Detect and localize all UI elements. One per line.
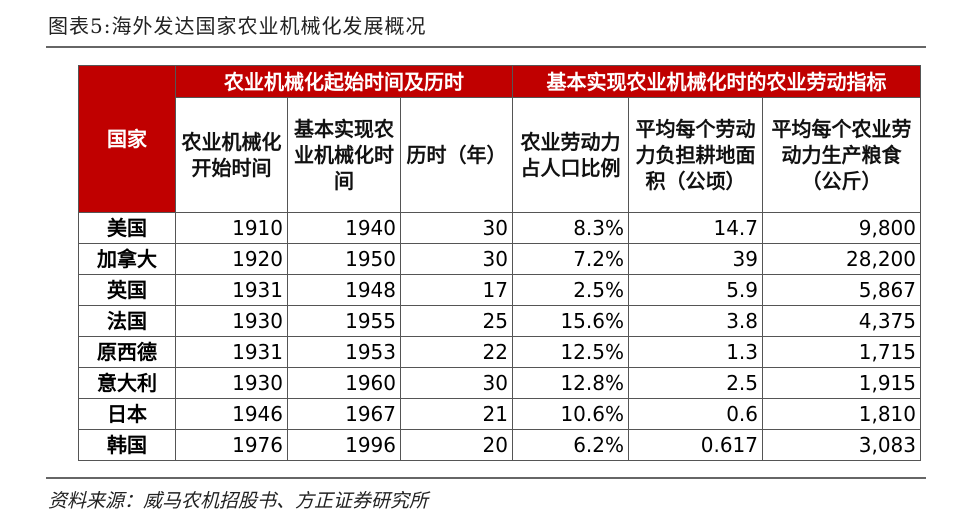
table-row: 美国 1910 1940 30 8.3% 14.7 9,800: [78, 212, 921, 244]
value-cell: 15.6%: [512, 305, 629, 337]
value-cell: 4,375: [762, 305, 921, 337]
value-cell: 1946: [175, 398, 288, 430]
table-row: 法国 1930 1955 25 15.6% 3.8 4,375: [78, 305, 921, 337]
value-cell: 8.3%: [512, 212, 629, 244]
country-cell: 美国: [78, 212, 176, 244]
value-cell: 30: [400, 367, 513, 399]
group-header: 农业机械化起始时间及历时: [175, 65, 513, 98]
country-cell: 英国: [78, 274, 176, 306]
value-cell: 9,800: [762, 212, 921, 244]
value-cell: 5,867: [762, 274, 921, 306]
country-cell: 加拿大: [78, 243, 176, 275]
value-cell: 1955: [287, 305, 401, 337]
corner-header: 国家: [78, 65, 176, 213]
value-cell: 1930: [175, 367, 288, 399]
value-cell: 5.9: [628, 274, 763, 306]
source-note: 资料来源：威马农机招股书、方正证券研究所: [48, 490, 429, 512]
column-header: 历时（年）: [400, 97, 513, 213]
value-cell: 2.5%: [512, 274, 629, 306]
value-cell: 7.2%: [512, 243, 629, 275]
rule: [46, 477, 926, 479]
value-cell: 20: [400, 429, 513, 461]
value-cell: 1960: [287, 367, 401, 399]
table-row: 韩国 1976 1996 20 6.2% 0.617 3,083: [78, 429, 921, 461]
value-cell: 2.5: [628, 367, 763, 399]
table-row: 英国 1931 1948 17 2.5% 5.9 5,867: [78, 274, 921, 306]
value-cell: 21: [400, 398, 513, 430]
value-cell: 28,200: [762, 243, 921, 275]
value-cell: 1931: [175, 336, 288, 368]
group-header: 基本实现农业机械化时的农业劳动指标: [512, 65, 921, 98]
value-cell: 3.8: [628, 305, 763, 337]
value-cell: 3,083: [762, 429, 921, 461]
table-row: 日本 1946 1967 21 10.6% 0.6 1,810: [78, 398, 921, 430]
value-cell: 1930: [175, 305, 288, 337]
value-cell: 6.2%: [512, 429, 629, 461]
column-header: 基本实现农业机械化时间: [287, 97, 401, 213]
value-cell: 1950: [287, 243, 401, 275]
value-cell: 14.7: [628, 212, 763, 244]
country-cell: 意大利: [78, 367, 176, 399]
value-cell: 1953: [287, 336, 401, 368]
table-row: 加拿大 1920 1950 30 7.2% 39 28,200: [78, 243, 921, 275]
value-cell: 0.6: [628, 398, 763, 430]
value-cell: 1,810: [762, 398, 921, 430]
country-cell: 原西德: [78, 336, 176, 368]
country-cell: 法国: [78, 305, 176, 337]
value-cell: 1996: [287, 429, 401, 461]
value-cell: 10.6%: [512, 398, 629, 430]
rule: [46, 46, 926, 48]
value-cell: 0.617: [628, 429, 763, 461]
value-cell: 1940: [287, 212, 401, 244]
data-table: 国家 农业机械化起始时间及历时 基本实现农业机械化时的农业劳动指标 农业机械化开…: [78, 65, 921, 461]
value-cell: 1931: [175, 274, 288, 306]
country-cell: 韩国: [78, 429, 176, 461]
title: 图表5:海外发达国家农业机械化发展概况: [48, 14, 427, 38]
value-cell: 1.3: [628, 336, 763, 368]
value-cell: 1910: [175, 212, 288, 244]
value-cell: 30: [400, 212, 513, 244]
column-header: 农业劳动力占人口比例: [512, 97, 629, 213]
value-cell: 1,715: [762, 336, 921, 368]
value-cell: 1948: [287, 274, 401, 306]
column-header: 平均每个农业劳动力生产粮食（公斤）: [762, 97, 921, 213]
value-cell: 12.5%: [512, 336, 629, 368]
value-cell: 17: [400, 274, 513, 306]
column-header: 平均每个劳动力负担耕地面积（公顷）: [628, 97, 763, 213]
value-cell: 1920: [175, 243, 288, 275]
value-cell: 1976: [175, 429, 288, 461]
table-row: 原西德 1931 1953 22 12.5% 1.3 1,715: [78, 336, 921, 368]
value-cell: 1967: [287, 398, 401, 430]
value-cell: 1,915: [762, 367, 921, 399]
value-cell: 22: [400, 336, 513, 368]
value-cell: 25: [400, 305, 513, 337]
table-row: 意大利 1930 1960 30 12.8% 2.5 1,915: [78, 367, 921, 399]
country-cell: 日本: [78, 398, 176, 430]
value-cell: 30: [400, 243, 513, 275]
value-cell: 39: [628, 243, 763, 275]
value-cell: 12.8%: [512, 367, 629, 399]
column-header: 农业机械化开始时间: [175, 97, 288, 213]
